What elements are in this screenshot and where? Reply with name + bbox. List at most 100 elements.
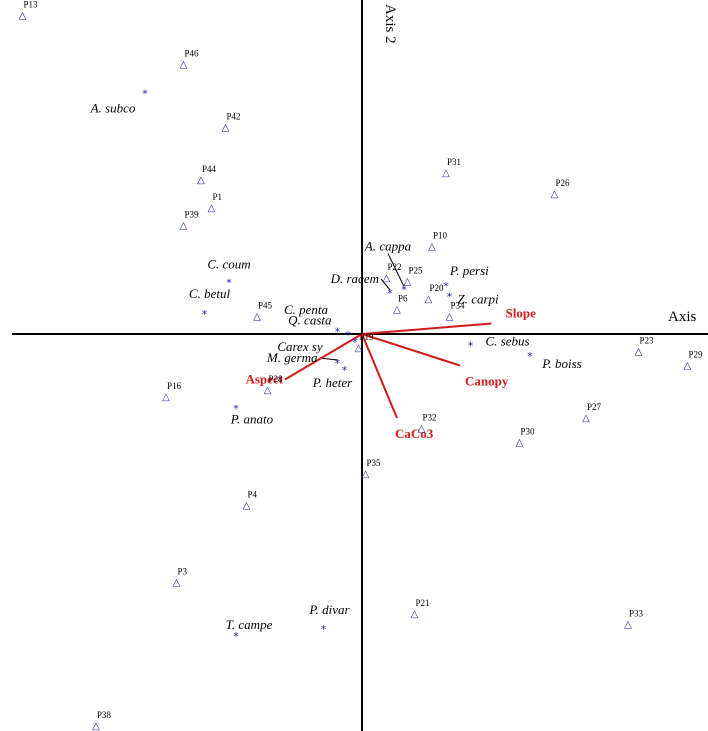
vector-arrow-aspect (284, 333, 363, 381)
plot-marker-p45: △ (253, 312, 261, 323)
plot-label-p25: P25 (409, 266, 424, 276)
plot-label-p21: P21 (416, 598, 430, 608)
species-label-t-campe: T. campe (226, 617, 273, 632)
species-marker-a-subco: * (142, 88, 148, 101)
plot-marker-p35: △ (362, 469, 370, 480)
plot-marker-p23: △ (635, 347, 643, 358)
plot-marker-p19: △ (355, 343, 363, 354)
vector-arrow-slope (361, 322, 492, 335)
species-label-p-heter: P. heter (312, 375, 353, 390)
plot-marker-p30: △ (516, 438, 524, 449)
vector-label-canopy: Canopy (465, 374, 509, 389)
plot-marker-p29: △ (684, 361, 692, 372)
vector-label-aspect: Aspect (245, 372, 283, 387)
plot-label-p23: P23 (640, 336, 655, 346)
species-label-p-divar: P. divar (308, 602, 350, 617)
vector-label-slope: Slope (506, 306, 537, 321)
plot-marker-p10: △ (428, 242, 436, 253)
plot-marker-p27: △ (582, 413, 590, 424)
plot-label-p34: P34 (451, 301, 466, 311)
plot-label-p3: P3 (178, 567, 188, 577)
species-label-a-cappa: A. cappa (364, 239, 412, 254)
species-marker-p-anato: * (233, 403, 239, 416)
plot-label-p45: P45 (258, 301, 273, 311)
plot-marker-p42: △ (222, 123, 230, 134)
plot-marker-p28: △ (264, 385, 272, 396)
species-marker-p-persi: * (443, 280, 449, 293)
plot-marker-p31: △ (442, 168, 450, 179)
vector-label-caco3: CaCo3 (395, 426, 434, 441)
species-label-m-germa: M. germa (266, 350, 318, 365)
vector-arrow-caco3 (361, 333, 398, 419)
plot-marker-p34: △ (446, 312, 454, 323)
species-marker-c-betul: * (202, 308, 208, 321)
plot-marker-p39: △ (180, 221, 188, 232)
species-label-z-carpi: Z. carpi (458, 292, 500, 307)
species-label-p-anato: P. anato (230, 412, 274, 427)
plot-label-p22: P22 (388, 262, 402, 272)
leader-line-a-cappa (387, 253, 405, 287)
plot-marker-p16: △ (162, 392, 170, 403)
species-marker-carex-sy: * (352, 336, 358, 349)
plot-label-p4: P4 (248, 490, 258, 500)
y-axis-label: Axis 2 (382, 4, 398, 44)
species-label-a-subco: A. subco (90, 101, 136, 116)
species-label-q-casta: Q. casta (288, 313, 332, 328)
plot-label-p33: P33 (629, 609, 644, 619)
species-points: *A. subco*A. cappa*P. persi* Z. carpi*D. … (90, 88, 582, 644)
species-label-c-coum: C. coum (207, 257, 250, 272)
plot-label-p38: P38 (97, 710, 112, 720)
plot-label-p13: P13 (24, 0, 39, 10)
species-label-p-boiss: P. boiss (541, 356, 582, 371)
species-label-d-racem: D. racem (330, 271, 379, 286)
species-marker-m-germa: * (335, 357, 341, 370)
plot-marker-p3: △ (173, 578, 181, 589)
plot-label-p26: P26 (556, 178, 571, 188)
species-marker-c-sebus: * (468, 340, 474, 353)
plot-label-p32: P32 (423, 413, 437, 423)
plot-marker-p4: △ (243, 501, 251, 512)
species-label-c-betul: C. betul (189, 286, 231, 301)
plot-label-p30: P30 (521, 427, 536, 437)
plot-label-p19: P19 (360, 332, 375, 342)
plot-label-p28: P28 (269, 374, 284, 384)
plot-label-p35: P35 (367, 458, 382, 468)
plot-label-p20: P20 (430, 283, 445, 293)
plot-marker-p46: △ (180, 60, 188, 71)
plot-marker-p44: △ (197, 175, 205, 186)
plot-label-p44: P44 (202, 164, 217, 174)
leader-line-d-racem (380, 278, 391, 291)
plot-label-p31: P31 (447, 157, 461, 167)
plot-label-p16: P16 (167, 381, 182, 391)
plot-marker-p13: △ (19, 11, 27, 22)
environmental-vectors: Slope Canopy CaCo3 Aspect (245, 306, 536, 442)
species-marker-z-carpi: * (447, 291, 453, 304)
plot-marker-p32: △ (418, 424, 426, 435)
species-label-carex-sy: Carex sy (277, 339, 323, 354)
x-axis-label: Axis (668, 309, 697, 325)
plot-label-p39: P39 (185, 210, 200, 220)
species-marker-p-divar: * (321, 623, 327, 636)
plot-label-p10: P10 (433, 231, 448, 241)
species-marker-d-racem: * (387, 287, 393, 300)
plot-points: △P13△P46△P24△P42△P44△P31△P26△P1△P39△P10△… (19, 0, 703, 731)
species-marker-t-campe: * (233, 630, 239, 643)
plot-marker-p26: △ (551, 189, 559, 200)
plot-label-p29: P29 (689, 350, 704, 360)
species-marker-c-coum: * (226, 277, 232, 290)
plot-label-p6: P6 (398, 294, 408, 304)
plot-marker-p21: △ (411, 609, 419, 620)
plot-marker-p1: △ (208, 203, 216, 214)
species-label-c-penta: C. penta (284, 302, 329, 317)
plot-marker-p6: △ (393, 305, 401, 316)
plot-label-p46: P46 (185, 49, 200, 59)
species-label-c-sebus: C. sebus (485, 334, 529, 349)
axes: Axis Axis 2 (12, 0, 708, 731)
plot-marker-p25: △ (404, 277, 412, 288)
plot-marker-p33: △ (624, 620, 632, 631)
species-marker-c-penta: * (345, 329, 351, 342)
plot-marker-p20: △ (425, 294, 433, 305)
plot-marker-p22: △ (383, 273, 391, 284)
species-marker-p-boiss: * (527, 350, 533, 363)
plot-label-p27: P27 (587, 402, 602, 412)
